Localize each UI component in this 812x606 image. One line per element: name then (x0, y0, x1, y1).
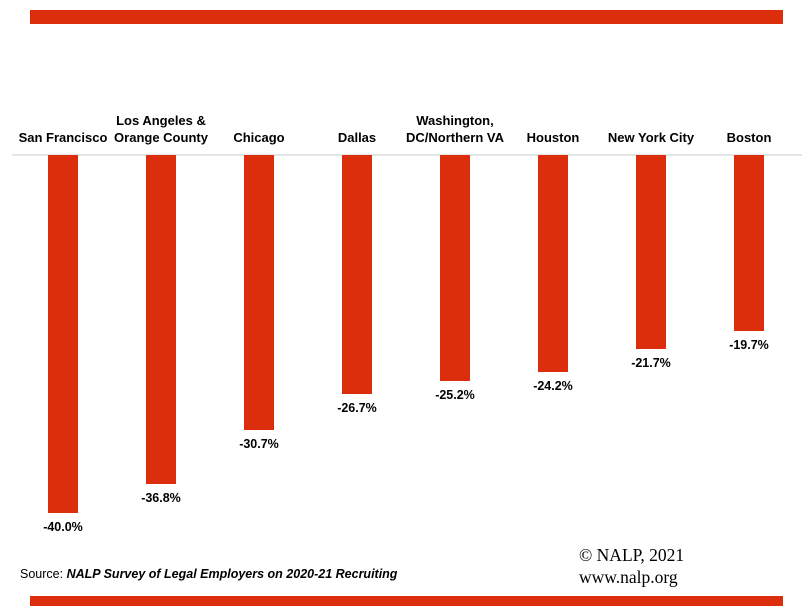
value-label-7: -21.7% (631, 356, 671, 370)
bar-4 (342, 155, 372, 394)
bar-7 (636, 155, 666, 349)
category-label-1: San Francisco (18, 130, 108, 145)
value-label-3: -30.7% (239, 437, 279, 451)
bar-2 (146, 155, 176, 484)
value-label-2: -36.8% (141, 491, 181, 505)
copyright-block: © NALP, 2021 www.nalp.org (579, 544, 684, 588)
copyright-text: © NALP, 2021 (579, 545, 685, 565)
top-accent-bar (30, 10, 783, 24)
category-label-5: Washington, DC/Northern VA (406, 113, 504, 145)
bar-6 (538, 155, 568, 372)
zero-baseline (12, 154, 802, 156)
category-label-6: Houston (526, 130, 580, 145)
bar-1 (48, 155, 78, 513)
category-label-4: Dallas (337, 130, 377, 145)
value-label-4: -26.7% (337, 401, 377, 415)
value-label-5: -25.2% (435, 388, 475, 402)
source-citation: NALP Survey of Legal Employers on 2020-2… (66, 567, 398, 581)
value-label-1: -40.0% (43, 520, 83, 534)
website-text: www.nalp.org (579, 567, 678, 587)
category-label-7: New York City (607, 130, 695, 145)
bar-8 (734, 155, 764, 331)
category-label-2: Los Angeles & Orange County (114, 113, 208, 145)
bar-5 (440, 155, 470, 381)
value-label-8: -19.7% (729, 338, 769, 352)
category-label-8: Boston (726, 130, 772, 145)
value-label-6: -24.2% (533, 379, 573, 393)
bottom-accent-bar (30, 596, 783, 606)
source-prefix: Source: (20, 567, 67, 581)
source-note: Source: NALP Survey of Legal Employers o… (20, 567, 397, 581)
bar-3 (244, 155, 274, 430)
category-label-3: Chicago (233, 130, 285, 145)
